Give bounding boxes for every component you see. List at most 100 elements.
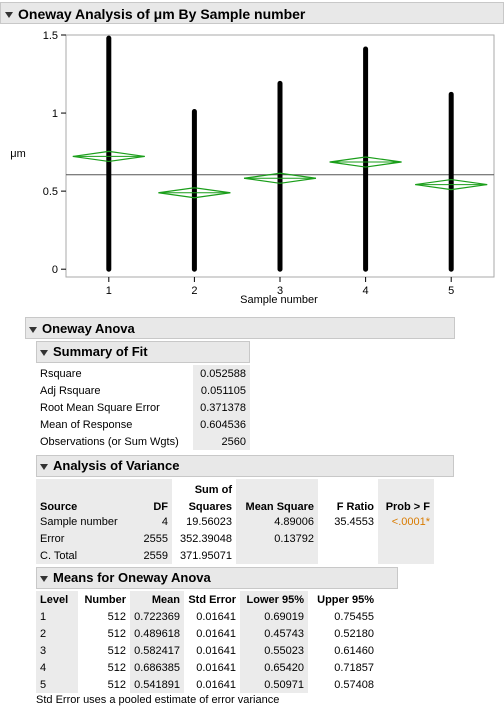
y-tick-label: 0.5 xyxy=(43,186,58,198)
means-row: 3 512 0.582417 0.01641 0.55023 0.61460 xyxy=(36,642,378,659)
report-title-bar[interactable]: Oneway Analysis of μm By Sample number xyxy=(0,2,504,24)
aov-p: <.0001* xyxy=(378,513,434,530)
aov-ms: 0.13792 xyxy=(236,530,318,547)
aov-ms: 4.89006 xyxy=(236,513,318,530)
footnote: Std Error uses a pooled estimate of erro… xyxy=(36,694,280,706)
fit-value: 0.604536 xyxy=(192,416,250,433)
aov-source: Sample number xyxy=(36,513,128,530)
aov-row: C. Total 2559 371.95071 xyxy=(36,547,434,564)
analysis-of-variance: Analysis of Variance Sum of Source DF Sq… xyxy=(36,455,454,564)
means-lower: 0.55023 xyxy=(240,642,308,659)
aov-row: Error 2555 352.39048 0.13792 xyxy=(36,530,434,547)
fit-value: 0.052588 xyxy=(192,365,250,382)
means-level: 5 xyxy=(36,676,78,693)
means-header[interactable]: Means for Oneway Anova xyxy=(36,567,398,589)
means-upper: 0.52180 xyxy=(334,627,374,640)
fit-label: Rsquare xyxy=(36,365,193,382)
means-mean: 0.541891 xyxy=(130,676,184,693)
fit-value: 2560 xyxy=(192,433,250,450)
y-tick-label: 0 xyxy=(52,264,58,276)
means-level: 3 xyxy=(36,642,78,659)
aov-ss: 19.56023 xyxy=(186,515,232,528)
col-header xyxy=(378,479,434,496)
fit-row: Observations (or Sum Wgts) 2560 xyxy=(36,433,250,450)
means-mean: 0.722369 xyxy=(130,608,184,625)
col-header-mean: Mean xyxy=(130,591,184,608)
oneway-anova-header[interactable]: Oneway Anova xyxy=(25,317,455,339)
col-header xyxy=(236,479,318,496)
x-tick-label: 4 xyxy=(363,285,369,297)
means-lower: 0.45743 xyxy=(240,625,308,642)
means-for-oneway-anova: Means for Oneway Anova Level Number Mean… xyxy=(36,567,398,693)
means-mean: 0.686385 xyxy=(130,659,184,676)
col-header xyxy=(36,479,128,496)
oneway-chart: 0 0.5 1 1.5 1 2 3 4 5 μm Sample number xyxy=(10,30,495,306)
fit-label: Observations (or Sum Wgts) xyxy=(36,433,193,450)
x-tick-label: 3 xyxy=(277,285,283,297)
aov-ms xyxy=(236,547,318,564)
aov-df: 4 xyxy=(128,513,172,530)
means-std-error: 0.01641 xyxy=(196,678,236,691)
aov-source: Error xyxy=(36,530,128,547)
y-tick-label: 1 xyxy=(52,108,58,120)
means-std-error: 0.01641 xyxy=(196,627,236,640)
col-header xyxy=(318,479,378,496)
means-std-error: 0.01641 xyxy=(196,610,236,623)
disclosure-triangle-icon[interactable] xyxy=(40,575,48,582)
analysis-of-variance-table: Sum of Source DF Squares Mean Square F R… xyxy=(36,479,434,564)
means-number: 512 xyxy=(107,678,126,691)
means-number: 512 xyxy=(107,661,126,674)
y-axis: 0 0.5 1 1.5 xyxy=(43,30,66,276)
disclosure-triangle-icon[interactable] xyxy=(29,326,37,333)
oneway-anova-title: Oneway Anova xyxy=(42,321,135,336)
fit-label: Root Mean Square Error xyxy=(36,399,193,416)
aov-ss: 352.39048 xyxy=(180,532,232,545)
col-header-upper: Upper 95% xyxy=(317,593,374,606)
col-header-std-error: Std Error xyxy=(188,593,236,606)
aov-df: 2555 xyxy=(128,530,172,547)
x-tick-label: 2 xyxy=(191,285,197,297)
disclosure-triangle-icon[interactable] xyxy=(5,12,13,19)
means-row: 4 512 0.686385 0.01641 0.65420 0.71857 xyxy=(36,659,378,676)
summary-of-fit-header[interactable]: Summary of Fit xyxy=(36,341,250,363)
x-tick-label: 1 xyxy=(106,285,112,297)
x-tick-label: 5 xyxy=(448,285,454,297)
means-title: Means for Oneway Anova xyxy=(53,570,211,585)
means-lower: 0.50971 xyxy=(240,676,308,693)
aov-f xyxy=(318,547,378,564)
means-table: Level Number Mean Std Error Lower 95% Up… xyxy=(36,591,378,693)
col-header-lower: Lower 95% xyxy=(240,591,308,608)
aov-ss: 371.95071 xyxy=(180,549,232,562)
means-row: 2 512 0.489618 0.01641 0.45743 0.52180 xyxy=(36,625,378,642)
means-number: 512 xyxy=(107,627,126,640)
analysis-of-variance-header[interactable]: Analysis of Variance xyxy=(36,455,454,477)
y-tick-label: 1.5 xyxy=(43,30,58,42)
aov-f: 35.4553 xyxy=(334,515,374,528)
means-number: 512 xyxy=(107,610,126,623)
group-marks xyxy=(72,35,488,272)
col-header-p: Prob > F xyxy=(378,496,434,513)
means-mean: 0.582417 xyxy=(130,642,184,659)
fit-row: Mean of Response 0.604536 xyxy=(36,416,250,433)
col-header-source: Source xyxy=(36,496,128,513)
means-upper: 0.61460 xyxy=(334,644,374,657)
aov-p xyxy=(378,530,434,547)
means-row: 5 512 0.541891 0.01641 0.50971 0.57408 xyxy=(36,676,378,693)
means-upper: 0.57408 xyxy=(334,678,374,691)
col-header-number: Number xyxy=(84,593,126,606)
x-axis: 1 2 3 4 5 xyxy=(106,277,454,297)
summary-of-fit-title: Summary of Fit xyxy=(53,344,148,359)
means-lower: 0.65420 xyxy=(240,659,308,676)
col-header-ss: Squares xyxy=(188,501,232,513)
summary-of-fit: Summary of Fit Rsquare 0.052588 Adj Rsquar… xyxy=(36,341,250,450)
report-title: Oneway Analysis of μm By Sample number xyxy=(18,6,306,22)
disclosure-triangle-icon[interactable] xyxy=(40,463,48,470)
means-level: 4 xyxy=(36,659,78,676)
aov-row: Sample number 4 19.56023 4.89006 35.4553 <.00… xyxy=(36,513,434,530)
fit-value: 0.371378 xyxy=(192,399,250,416)
col-header-level: Level xyxy=(36,591,78,608)
disclosure-triangle-icon[interactable] xyxy=(40,349,48,356)
col-header-df: DF xyxy=(128,496,172,513)
fit-row: Rsquare 0.052588 xyxy=(36,365,250,382)
aov-f xyxy=(318,530,378,547)
